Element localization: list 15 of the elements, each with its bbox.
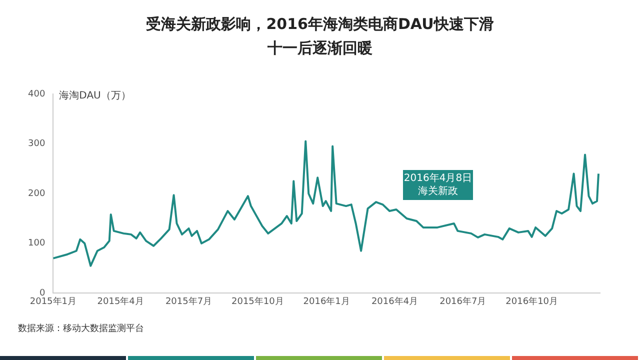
source-note: 数据来源：移动大数据监测平台 [18,322,144,335]
x-tick-label: 2015年4月 [97,296,144,307]
x-tick-label: 2016年10月 [506,296,558,307]
x-tick-label: 2015年7月 [165,296,212,307]
y-tick-label: 400 [28,89,46,100]
y-tick-label: 300 [28,139,46,150]
x-tick-label: 2015年10月 [231,296,284,307]
x-tick-label: 2016年4月 [371,296,418,307]
y-axis-title: 海淘DAU（万） [59,90,131,102]
y-tick-label: 100 [28,238,46,249]
x-tick-label: 2016年1月 [303,296,350,307]
x-tick-label: 2016年7月 [440,296,486,307]
chart-title: 受海关新政影响，2016年海淘类电商DAU快速下滑十一后逐渐回暖 [145,14,495,59]
y-tick-label: 200 [28,188,46,199]
annotation: 2016年4月8日海关新政 [403,170,473,200]
